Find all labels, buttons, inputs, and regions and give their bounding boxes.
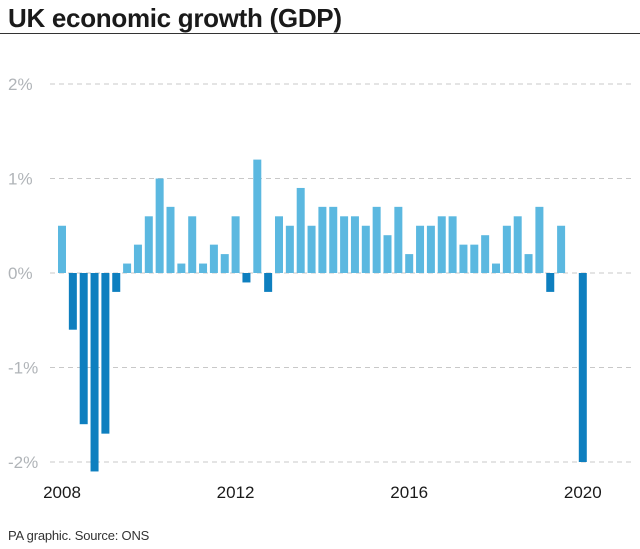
bar-2016-q1 [405,254,414,273]
bar-2017-q3 [470,244,479,273]
bar-2012-q3 [253,159,262,273]
chart-title: UK economic growth (GDP) [8,3,342,33]
bar-2013-q3 [296,187,305,273]
x-tick-label: 2012 [217,483,255,502]
bar-2009-q3 [123,263,132,273]
bar-2018-q2 [502,225,511,273]
bar-2018-q3 [513,216,522,273]
bar-2016-q2 [416,225,425,273]
bar-2012-q2 [242,273,251,283]
bar-2015-q2 [372,206,381,273]
bar-2010-q1 [144,216,153,273]
y-tick-label: 1% [8,170,33,189]
bar-2009-q1 [101,273,110,434]
bar-2019-q2 [546,273,555,292]
bar-2010-q4 [177,263,186,273]
x-axis-labels: 2008 2012 2016 2020 [43,483,602,502]
bar-2008-q2 [68,273,77,330]
x-tick-label: 2016 [390,483,428,502]
bar-2017-q1 [448,216,457,273]
bar-2008-q4 [90,273,99,472]
bar-2020-q1 [578,273,587,462]
y-axis-labels: 2% 1% 0% -1% -2% [8,75,38,472]
bar-2011-q1 [188,216,197,273]
bar-2011-q2 [199,263,208,273]
bar-2018-q4 [524,254,533,273]
bar-2018-q1 [492,263,500,273]
bar-2013-q4 [307,225,316,273]
source-note: PA graphic. Source: ONS [8,528,150,543]
bar-2011-q4 [220,254,229,273]
y-tick-label: -2% [8,453,38,472]
bar-2019-q3 [557,225,566,273]
y-tick-label: 2% [8,75,33,94]
bar-2014-q3 [340,216,349,273]
bar-2016-q3 [426,225,435,273]
bar-2010-q3 [166,206,175,273]
bar-2014-q4 [350,216,359,273]
bar-2015-q4 [394,206,403,273]
bar-2015-q1 [361,225,370,273]
bar-2008-q1 [58,225,66,273]
bar-2008-q3 [79,273,88,425]
bar-2009-q4 [133,244,142,273]
y-tick-label: 0% [8,264,33,283]
x-tick-label: 2020 [564,483,602,502]
y-tick-label: -1% [8,359,38,378]
bar-2014-q2 [329,206,338,273]
bar-2017-q4 [481,235,490,273]
x-tick-label: 2008 [43,483,81,502]
bar-2015-q3 [383,235,392,273]
bar-2017-q2 [459,244,468,273]
bar-2019-q1 [535,206,544,273]
bar-2010-q2 [155,178,164,273]
bar-2012-q1 [231,216,240,273]
bar-2016-q4 [437,216,446,273]
bars [58,159,587,472]
bar-2013-q1 [275,216,283,273]
bar-2013-q2 [285,225,294,273]
bar-2009-q2 [112,273,121,292]
title-divider [0,33,640,34]
bar-2014-q1 [318,206,327,273]
bar-2011-q3 [209,244,218,273]
gdp-bar-chart: 2% 1% 0% -1% -2% 2008 2012 2016 2020 [8,75,632,502]
bar-2012-q4 [264,273,273,292]
